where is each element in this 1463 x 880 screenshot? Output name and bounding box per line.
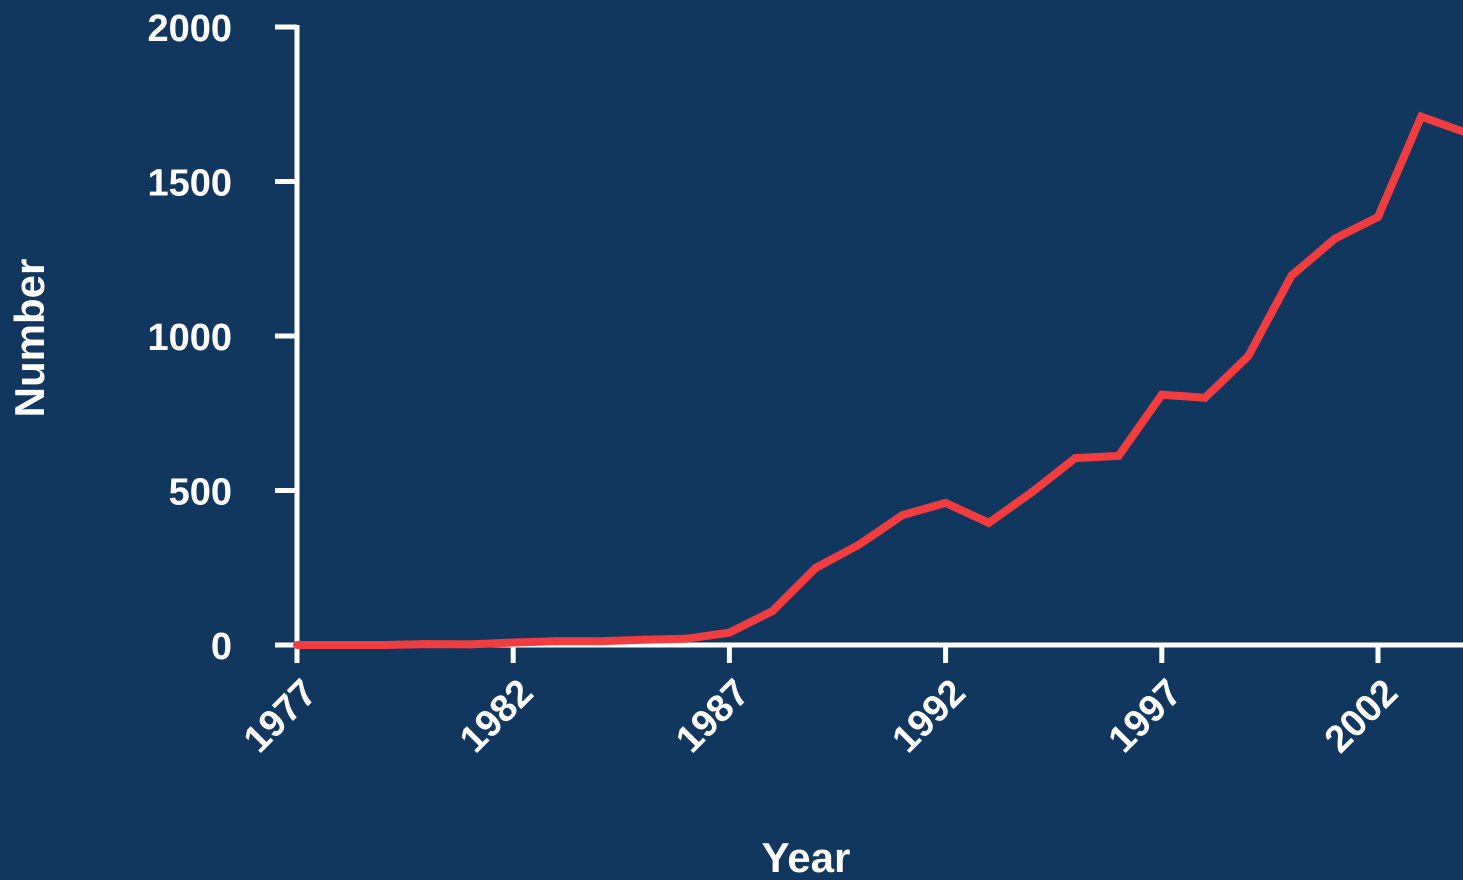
y-axis-title: Number	[6, 259, 53, 418]
data-point	[1157, 390, 1166, 399]
series-layer	[293, 111, 1463, 649]
data-point	[509, 638, 518, 647]
x-tick-label: 1982	[452, 672, 541, 761]
data-point	[984, 518, 993, 527]
data-point	[1071, 454, 1080, 463]
data-point	[1460, 128, 1463, 136]
data-point	[1374, 213, 1382, 221]
x-axis-ticks: 1977 1982 1987 1992 1997 2002	[236, 645, 1406, 761]
data-point	[725, 628, 734, 637]
y-axis-ticks: 0 500 1000 1500 2000	[147, 8, 297, 668]
data-point	[422, 640, 431, 649]
data-point	[768, 607, 777, 615]
axes	[294, 25, 1463, 648]
x-tick-label: 1977	[236, 672, 325, 761]
data-point	[1114, 451, 1123, 460]
x-axis-title: Year	[762, 834, 851, 880]
data-point	[1330, 234, 1339, 243]
data-point	[552, 637, 561, 646]
x-tick-label: 1992	[884, 672, 973, 761]
data-point	[941, 498, 950, 507]
data-point	[1244, 352, 1253, 361]
data-point	[379, 641, 388, 649]
y-tick-label: 2000	[147, 8, 232, 50]
data-point	[855, 540, 864, 549]
x-tick-label: 1997	[1101, 672, 1190, 761]
data-point	[682, 634, 691, 643]
y-tick-label: 500	[169, 472, 232, 514]
data-point	[898, 511, 907, 520]
x-tick-label: 2002	[1317, 672, 1406, 761]
data-point	[1028, 488, 1037, 496]
y-tick-label: 1500	[147, 163, 232, 205]
data-point	[638, 635, 647, 644]
y-tick-label: 0	[211, 626, 232, 668]
data-point	[293, 641, 301, 649]
data-point	[811, 563, 820, 572]
y-tick-label: 1000	[147, 317, 232, 359]
data-point	[336, 641, 345, 649]
data-point	[1417, 112, 1426, 121]
data-point	[595, 637, 604, 646]
series-line	[297, 111, 1463, 649]
data-point	[1201, 393, 1209, 402]
data-point	[466, 640, 474, 649]
data-point	[1287, 271, 1296, 280]
x-tick-label: 1987	[668, 672, 757, 761]
